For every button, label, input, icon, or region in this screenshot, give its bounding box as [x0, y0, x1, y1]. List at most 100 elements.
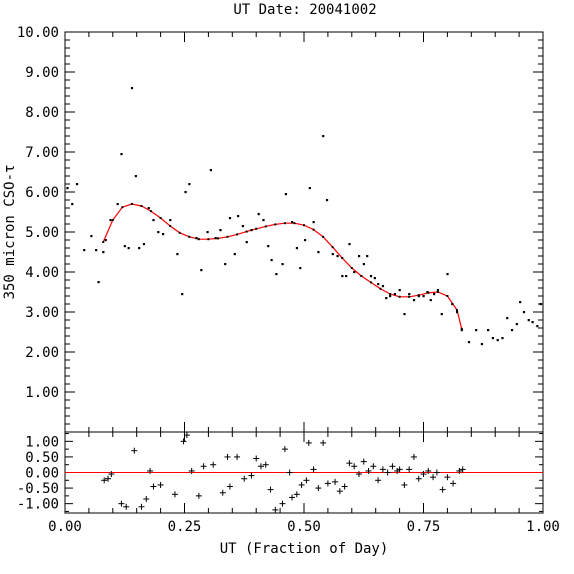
- data-point: [95, 249, 98, 252]
- y-axis-title: 350 micron CSO-τ: [2, 165, 18, 300]
- data-point: [142, 243, 146, 246]
- y-tick-label: 0.50: [25, 450, 59, 466]
- data-point: [345, 275, 348, 278]
- y-tick-label: 3.00: [25, 305, 59, 321]
- y-tick-label: 9.00: [25, 65, 59, 81]
- data-point: [322, 135, 325, 138]
- fit-point: [130, 203, 133, 205]
- x-tick-labels: 0.00 0.25 0.50 0.75 1.00: [48, 519, 560, 535]
- data-point: [200, 269, 203, 272]
- data-point: [206, 231, 209, 234]
- fit-point: [121, 206, 124, 209]
- y-tick-label: 4.00: [25, 265, 59, 281]
- data-point: [527, 319, 530, 322]
- data-point: [331, 253, 334, 256]
- data-point: [127, 247, 130, 250]
- data-point: [241, 225, 245, 228]
- y-tick-label: 1.00: [25, 434, 59, 450]
- data-point: [303, 239, 307, 242]
- data-point: [446, 273, 449, 276]
- data-point: [519, 301, 522, 304]
- fit-point: [341, 257, 344, 259]
- data-point: [237, 215, 240, 218]
- fit-point: [102, 241, 105, 243]
- top-panel: 1.00 2.00 3.00 4.00 5.00 6.00 7.00 8.00 9.00 10.0…: [2, 25, 544, 433]
- data-point: [515, 323, 518, 326]
- residual-point: [450, 480, 457, 487]
- data-point: [219, 229, 222, 232]
- fit-point: [293, 222, 296, 225]
- data-point: [228, 217, 232, 220]
- data-point: [83, 249, 86, 252]
- data-point: [433, 293, 436, 296]
- fit-point: [369, 281, 372, 284]
- data-point: [422, 295, 425, 298]
- residual-point: [425, 467, 432, 474]
- residual-point: [150, 483, 157, 490]
- residual-point: [375, 477, 382, 484]
- fit-point: [455, 309, 458, 311]
- fit-point: [216, 237, 219, 240]
- residual-point: [439, 486, 446, 493]
- residual-point: [108, 471, 115, 478]
- data-point: [341, 275, 344, 278]
- residual-point: [324, 480, 331, 487]
- data-point: [284, 193, 288, 196]
- residual-point: [157, 481, 164, 488]
- residual-point: [351, 463, 358, 470]
- residual-point: [370, 463, 377, 470]
- data-point: [157, 231, 160, 234]
- residual-point: [147, 467, 154, 474]
- data-point: [120, 153, 123, 156]
- data-point: [460, 329, 463, 332]
- data-point: [480, 343, 484, 346]
- residual-point: [332, 478, 339, 485]
- residual-point: [293, 491, 300, 498]
- y-tick-label: -1.00: [17, 497, 59, 513]
- residual-point: [298, 481, 305, 488]
- data-point: [385, 297, 388, 300]
- data-point: [312, 221, 315, 224]
- residual-point: [262, 461, 269, 468]
- residual-point: [341, 483, 348, 490]
- data-point: [209, 169, 212, 172]
- fit-point: [188, 235, 191, 238]
- data-point: [491, 337, 495, 340]
- residual-point: [336, 488, 343, 495]
- y-tick-label: -0.50: [17, 481, 59, 497]
- fit-point: [226, 235, 229, 238]
- residual-point: [360, 458, 367, 465]
- x-tick-label: 1.00: [526, 519, 560, 535]
- data-point: [362, 263, 365, 266]
- residual-point: [433, 469, 440, 476]
- residual-point: [444, 474, 451, 481]
- data-point: [169, 219, 172, 222]
- fit-point: [350, 267, 353, 269]
- top-panel-frame: [64, 31, 544, 433]
- data-point: [123, 245, 126, 248]
- data-point: [353, 271, 356, 274]
- data-point: [104, 239, 107, 242]
- data-point: [510, 329, 514, 332]
- data-point: [188, 183, 191, 186]
- residual-points: [101, 432, 466, 513]
- data-point: [90, 235, 93, 238]
- data-point: [506, 317, 509, 320]
- data-point: [475, 329, 478, 332]
- y-tick-label: 8.00: [25, 105, 59, 121]
- residual-point: [410, 453, 417, 460]
- fit-point: [379, 287, 382, 290]
- data-point: [501, 337, 504, 340]
- fit-point: [283, 222, 286, 225]
- data-point: [275, 273, 278, 276]
- residual-point: [303, 477, 310, 484]
- data-point: [412, 299, 416, 302]
- residual-point: [234, 453, 241, 460]
- residual-point: [420, 471, 427, 478]
- data-point: [245, 241, 248, 244]
- bottom-panel-y-tick-labels: 1.000.500.00-0.50-1.00: [17, 434, 59, 512]
- residual-point: [389, 463, 396, 470]
- bottom-panel-ticks: [64, 432, 544, 513]
- fit-point: [159, 217, 162, 219]
- residual-point: [183, 432, 190, 439]
